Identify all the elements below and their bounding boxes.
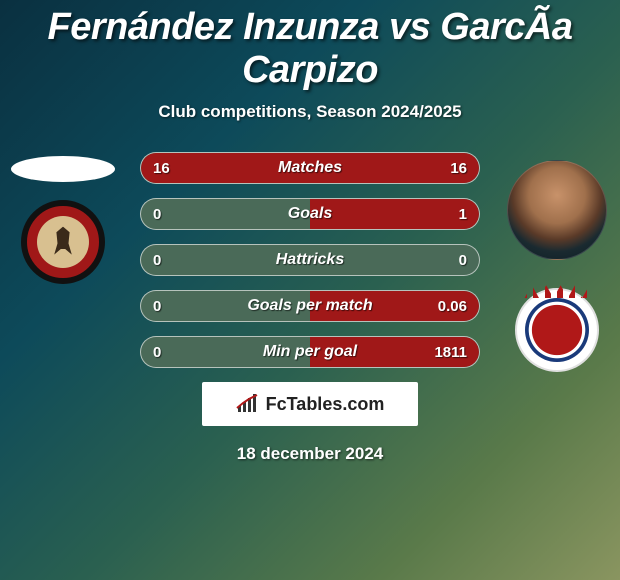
date-label: 18 december 2024 (0, 444, 620, 464)
stat-label: Goals (288, 205, 332, 223)
stat-row: 0 1 Goals (140, 198, 480, 230)
stat-label: Goals per match (247, 297, 372, 315)
stat-value-left: 0 (153, 206, 161, 223)
player-left-avatar (11, 156, 115, 182)
player-right-avatar (507, 160, 607, 260)
chart-icon (236, 394, 260, 414)
brand-box[interactable]: FcTables.com (202, 382, 418, 426)
stat-value-left: 0 (153, 344, 161, 361)
stat-row: 0 0.06 Goals per match (140, 290, 480, 322)
stat-value-right: 16 (450, 160, 467, 177)
player-left-column (8, 152, 118, 284)
stat-label: Hattricks (276, 251, 344, 269)
stat-row: 0 1811 Min per goal (140, 336, 480, 368)
stat-label: Matches (278, 159, 342, 177)
club-badge-toluca (515, 288, 599, 372)
page-title: Fernández Inzunza vs GarcÃ­a Carpizo (0, 0, 620, 92)
stat-value-right: 0.06 (438, 298, 467, 315)
stat-row: 0 0 Hattricks (140, 244, 480, 276)
brand-text: FcTables.com (266, 394, 385, 415)
stat-value-left: 0 (153, 252, 161, 269)
stat-value-left: 16 (153, 160, 170, 177)
club-badge-tijuana (21, 200, 105, 284)
content-area: 16 16 Matches 0 1 Goals 0 0 Hattricks 0 0.06 Goals … (0, 152, 620, 464)
comparison-card: Fernández Inzunza vs GarcÃ­a Carpizo Clu… (0, 0, 620, 580)
stat-label: Min per goal (263, 343, 357, 361)
stat-value-left: 0 (153, 298, 161, 315)
subtitle: Club competitions, Season 2024/2025 (0, 102, 620, 122)
stat-fill-right (310, 199, 479, 229)
stat-value-right: 1 (459, 206, 467, 223)
stat-value-right: 0 (459, 252, 467, 269)
player-right-column (502, 152, 612, 372)
stat-row: 16 16 Matches (140, 152, 480, 184)
stats-bars: 16 16 Matches 0 1 Goals 0 0 Hattricks 0 0.06 Goals … (140, 152, 480, 368)
stat-value-right: 1811 (434, 344, 467, 361)
